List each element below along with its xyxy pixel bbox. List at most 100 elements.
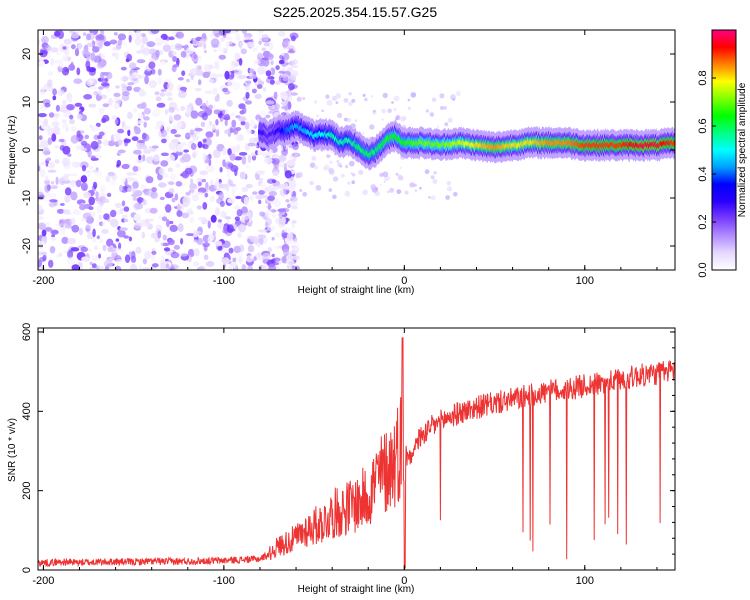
spectrogram-cell <box>80 246 88 253</box>
spectrogram-cell <box>218 54 226 60</box>
spectrogram-cell <box>204 90 213 94</box>
spectrogram-cell <box>262 87 267 92</box>
spectrogram-cell <box>47 71 54 76</box>
spectrogram-cell <box>455 90 461 97</box>
spectrogram-cell <box>47 79 53 88</box>
spectrogram-cell <box>189 70 198 75</box>
spectrogram-cell <box>101 229 109 235</box>
spectrogram-cell <box>138 154 142 161</box>
spectrogram-cell <box>170 173 177 181</box>
spectrogram-cell <box>133 190 143 197</box>
spectrogram-cell <box>111 115 118 120</box>
spectrogram-cell <box>38 259 43 268</box>
spectrogram-cell <box>114 202 123 208</box>
spectrogram-cell <box>209 64 214 70</box>
spectrogram-cell <box>103 213 110 221</box>
spectrogram-cell <box>46 157 52 162</box>
spectrogram-cell <box>79 161 89 169</box>
spectrogram-cell <box>151 263 159 268</box>
spectrogram-cell <box>170 251 180 259</box>
spectrogram-cell <box>162 234 167 241</box>
colorbar-tick-label: 0.4 <box>697 166 709 181</box>
spectrogram-cell <box>283 39 290 47</box>
spectrogram-cell <box>169 220 174 225</box>
spectrogram-cell <box>266 225 276 232</box>
spectrogram-cell <box>290 240 300 250</box>
spectrogram-cell <box>171 51 177 56</box>
spectrogram-cell <box>127 187 132 192</box>
spectrogram-cell <box>76 113 83 120</box>
spectrogram-cell <box>148 80 157 89</box>
spectrogram-cell <box>184 167 193 175</box>
spectrogram-cell <box>193 232 198 238</box>
spectrogram-cell <box>219 201 225 207</box>
spectrogram-cell <box>158 167 165 176</box>
spectrogram-cell <box>121 163 130 170</box>
spectrogram-cell <box>128 34 132 43</box>
spectrogram-cell <box>291 59 298 65</box>
spectrogram-cell <box>399 166 402 169</box>
spectrogram-cell <box>127 82 135 86</box>
spectrogram-cell <box>409 182 415 188</box>
spectrogram-cell <box>98 86 104 90</box>
spectrogram-cell <box>271 158 280 165</box>
spectrogram-cell <box>267 195 275 201</box>
spectrogram-x-ticks: -200 -100 0 100 <box>32 30 658 287</box>
spectrogram-cell <box>50 229 59 235</box>
spectrogram-cell <box>106 116 110 122</box>
x-tick-label: 0 <box>401 575 407 587</box>
spectrogram-cell <box>51 133 57 142</box>
spectrogram-cell <box>229 40 233 46</box>
spectrogram-cell <box>85 52 92 56</box>
spectrogram-cell <box>230 165 239 172</box>
spectrogram-cell <box>118 242 122 250</box>
spectrogram-cell <box>160 255 165 261</box>
spectrogram-cell <box>58 138 65 143</box>
spectrogram-cell <box>81 165 87 172</box>
spectrogram-cell <box>131 172 137 176</box>
spectrogram-cell <box>231 119 237 128</box>
spectrogram-cell <box>166 219 170 228</box>
figure-title: S225.2025.354.15.57.G25 <box>273 4 437 20</box>
spectrogram-cell <box>370 95 373 98</box>
spectrogram-cell <box>45 175 49 181</box>
spectrogram-cell <box>100 71 105 80</box>
spectrogram-cell <box>160 60 166 66</box>
spectrogram-cell <box>92 46 100 53</box>
spectrogram-cell <box>351 180 356 184</box>
spectrogram-cell <box>180 238 184 245</box>
spectrogram-cell <box>267 76 275 80</box>
spectrogram-cell <box>245 164 250 169</box>
spectrogram-cell <box>67 237 76 245</box>
spectrogram-cell <box>42 147 50 156</box>
y-tick-label: 10 <box>21 96 33 108</box>
spectrogram-cell <box>188 102 193 109</box>
spectrogram-cell <box>294 152 299 157</box>
spectrogram-cell <box>67 97 73 103</box>
spectrogram-cell <box>135 30 142 40</box>
spectrogram-cell <box>237 232 242 239</box>
spectrogram-cell <box>142 133 150 142</box>
spectrogram-cell <box>224 216 232 220</box>
spectrogram-cell <box>179 143 185 153</box>
spectrogram-cell <box>215 119 219 126</box>
spectrogram-cell <box>288 48 294 53</box>
spectrogram-cell <box>144 75 150 85</box>
spectrogram-cell <box>238 103 246 110</box>
colorbar-tick-label: 0.2 <box>697 214 709 229</box>
spectrogram-cell <box>239 41 243 50</box>
spectrogram-cell <box>171 197 176 203</box>
spectrogram-cell <box>160 262 168 270</box>
spectrogram-cell <box>57 89 65 96</box>
spectrogram-cell <box>134 126 141 135</box>
spectrogram-cell <box>210 38 220 48</box>
spectrogram-cell <box>263 228 268 234</box>
spectrogram-cell <box>113 92 121 98</box>
spectrogram-cell <box>62 145 71 155</box>
y-tick-label: 600 <box>21 323 33 341</box>
spectrogram-cell <box>141 36 149 45</box>
spectrogram-cell <box>93 181 98 189</box>
spectrogram-cell <box>52 88 57 96</box>
spectrogram-cell <box>106 87 111 93</box>
spectrogram-cell <box>309 180 314 186</box>
